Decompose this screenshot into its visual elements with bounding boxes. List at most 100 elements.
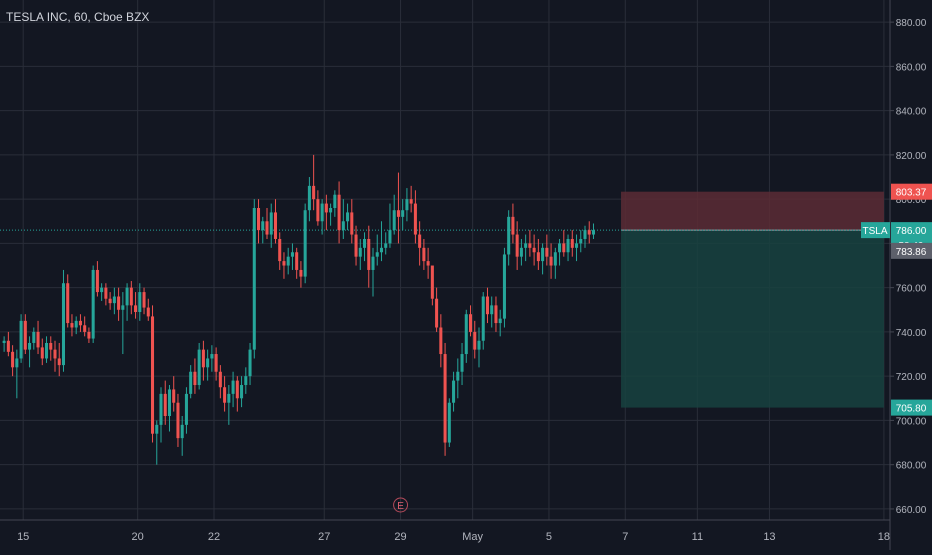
candle-body [231, 380, 235, 394]
candle-body [409, 199, 413, 204]
candle-body [151, 316, 155, 434]
time-tick-label: 20 [132, 531, 144, 543]
candle-body [295, 252, 299, 270]
candle-body [78, 320, 82, 326]
candle-body [286, 256, 290, 266]
candle-body [375, 252, 379, 257]
candle-body [108, 298, 112, 304]
candle-body [558, 243, 562, 253]
candle-body [354, 234, 358, 257]
candle-body [473, 331, 477, 350]
candle-body [536, 252, 540, 262]
candle-body [587, 230, 591, 235]
price-tick-label: 840.00 [896, 107, 927, 118]
candle-body [176, 402, 180, 439]
candle-body [23, 320, 27, 350]
earnings-marker-label: E [397, 501, 404, 512]
candle-body [159, 393, 163, 425]
candle-body [273, 212, 277, 239]
candle-body [45, 342, 49, 359]
candle-body [350, 212, 354, 235]
price-tick-label: 700.00 [896, 416, 927, 427]
previous-price-tag-bg [891, 242, 932, 259]
stop-loss-zone [621, 191, 884, 231]
symbol-tag-bg [861, 222, 890, 239]
price-tick-label: 760.00 [896, 284, 927, 295]
candle-body [6, 340, 10, 352]
candle-body [460, 354, 464, 372]
candle-body [485, 296, 489, 315]
candle-body [371, 256, 375, 270]
candle-body [214, 354, 218, 372]
candle-body [278, 238, 282, 262]
candle-body [570, 238, 574, 248]
candle-body [303, 210, 307, 277]
candle-body [456, 371, 460, 381]
candle-body [61, 283, 65, 366]
previous-price-label: 783.86 [896, 247, 927, 258]
candle-body [519, 247, 523, 257]
candle-body [28, 342, 32, 350]
candle-body [511, 216, 515, 235]
candle-body [358, 247, 362, 257]
candle-body [240, 385, 244, 399]
candle-body [481, 296, 485, 341]
candle-body [265, 221, 269, 235]
time-tick-label: 29 [394, 531, 406, 543]
candle-body [74, 320, 78, 328]
candle-body [422, 247, 426, 262]
candle-body [146, 307, 150, 317]
candle-body [562, 243, 566, 253]
price-tick-label: 680.00 [896, 461, 927, 472]
candle-body [396, 210, 400, 217]
candle-body [469, 314, 473, 332]
candle-body [197, 349, 201, 386]
candle-body [430, 265, 434, 299]
time-tick-label: 11 [692, 531, 703, 543]
take-profit-zone [621, 230, 884, 408]
candle-body [507, 216, 511, 255]
candle-body [541, 247, 545, 262]
candle-body [575, 243, 579, 248]
candle-body [490, 305, 494, 315]
candle-body [244, 376, 248, 386]
candle-body [252, 208, 256, 350]
candle-body [379, 247, 383, 253]
price-tick-label: 880.00 [896, 18, 927, 29]
candle-body [269, 212, 273, 235]
candle-body [532, 247, 536, 253]
take-profit-price-label-bg [891, 399, 932, 416]
candle-body [333, 194, 337, 208]
candle-body [324, 203, 328, 213]
earnings-marker [393, 497, 409, 513]
candle-body [15, 358, 19, 368]
candle-body [32, 331, 36, 343]
candle-body [346, 212, 350, 222]
price-tick-label: 860.00 [896, 62, 927, 73]
candle-body [464, 314, 468, 355]
candle-body [121, 305, 125, 310]
candle-body [129, 287, 133, 306]
candle-body [180, 424, 184, 439]
candle-body [66, 283, 70, 324]
candle-body [193, 371, 197, 386]
candle-body [418, 234, 422, 248]
candle-body [125, 287, 129, 306]
candle-body [235, 380, 239, 399]
time-tick-label: 15 [17, 531, 29, 543]
candle-body [117, 296, 121, 310]
candle-body [257, 208, 261, 231]
candle-body [413, 203, 417, 235]
take-profit-price-label: 705.80 [896, 404, 927, 415]
candle-body [83, 325, 87, 332]
candle-body [142, 292, 146, 308]
candle-body [528, 243, 532, 248]
candle-body [155, 424, 159, 434]
candle-body [545, 247, 549, 257]
candle-body [447, 402, 451, 443]
candle-body [583, 230, 587, 239]
candle-body [591, 230, 595, 235]
candle-body [184, 393, 188, 425]
